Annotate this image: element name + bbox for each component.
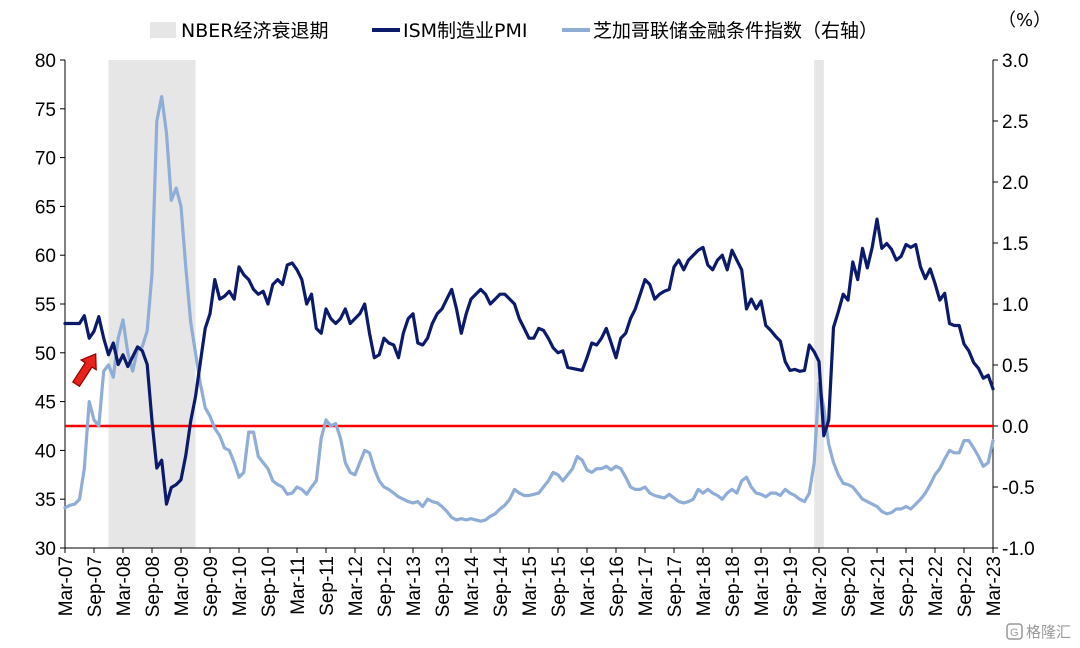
x-tick-label: Sep-16 — [607, 556, 628, 617]
left-tick-label: 50 — [35, 344, 56, 365]
legend-label-recession: NBER经济衰退期 — [181, 20, 328, 42]
left-tick-label: 60 — [35, 246, 56, 267]
left-tick-label: 65 — [35, 197, 56, 218]
legend: NBER经济衰退期 ISM制造业PMI 芝加哥联储金融条件指数（右轴） — [150, 20, 878, 42]
recession-bands — [108, 60, 824, 548]
series-line-nfci — [63, 95, 995, 523]
annotation-arrow — [71, 353, 97, 388]
right-tick-label: 2.0 — [1002, 173, 1028, 194]
right-tick-label: 2.5 — [1002, 112, 1028, 133]
left-tick-label: 45 — [35, 393, 56, 414]
x-tick-label: Mar-14 — [462, 556, 483, 617]
legend-label-nfci: 芝加哥联储金融条件指数（右轴） — [593, 20, 878, 42]
left-tick-label: 35 — [35, 490, 56, 511]
left-tick-label: 30 — [35, 539, 56, 560]
recession-band-1 — [814, 60, 824, 548]
x-tick-label: Mar-13 — [404, 556, 425, 616]
x-tick-label: Sep-10 — [259, 556, 280, 617]
x-tick-label: Mar-11 — [288, 556, 309, 615]
left-tick-label: 70 — [35, 149, 56, 170]
left-tick-label: 55 — [35, 295, 56, 316]
left-tick-label: 75 — [35, 100, 56, 121]
x-tick-label: Mar-16 — [578, 556, 599, 616]
right-tick-label: 0.0 — [1002, 417, 1028, 438]
x-tick-label: Sep-13 — [433, 556, 454, 617]
x-tick-label: Sep-21 — [897, 556, 918, 617]
x-tick-label: Mar-09 — [172, 556, 193, 616]
x-tick-label: Mar-21 — [868, 556, 889, 616]
right-tick-label: 1.0 — [1002, 295, 1028, 316]
x-tick-label: Sep-14 — [491, 556, 512, 618]
x-tick-label: Sep-22 — [955, 556, 976, 617]
watermark-text: 格隆汇 — [1026, 623, 1071, 641]
x-tick-label: Mar-10 — [230, 556, 251, 616]
x-tick-label: Mar-18 — [694, 556, 715, 616]
watermark-logo-icon — [1006, 623, 1023, 640]
x-tick-label: Mar-17 — [636, 556, 657, 616]
right-tick-label: -0.5 — [1002, 478, 1035, 499]
x-tick-label: Mar-08 — [114, 556, 135, 616]
right-tick-label: -1.0 — [1002, 539, 1035, 560]
legend-label-pmi: ISM制造业PMI — [403, 20, 528, 42]
left-tick-label: 40 — [35, 441, 56, 462]
x-tick-label: Mar-20 — [810, 556, 831, 616]
x-tick-label: Sep-09 — [201, 556, 222, 617]
annotation-layer — [71, 353, 97, 388]
x-tick-label: Sep-18 — [723, 556, 744, 617]
left-tick-label: 80 — [35, 51, 56, 72]
x-tick-label: Sep-17 — [665, 556, 686, 617]
right-tick-label: 3.0 — [1002, 51, 1028, 72]
x-tick-label: Mar-12 — [346, 556, 367, 616]
x-tick-label: Mar-22 — [926, 556, 947, 616]
series-layer — [63, 95, 995, 523]
x-tick-label: Sep-11 — [317, 556, 338, 616]
x-tick-label: Sep-07 — [85, 556, 106, 617]
watermark: G 格隆汇 — [1006, 623, 1071, 641]
series-line-pmi — [63, 217, 995, 506]
x-tick-label: Mar-19 — [752, 556, 773, 616]
axes: 80 75 70 65 60 55 50 45 40 35 30 3.0 2.5 2.0 1.5 1.0 0.5… — [35, 51, 1035, 617]
x-tick-label: Sep-12 — [375, 556, 396, 617]
right-axis-unit: （%） — [998, 10, 1051, 31]
right-tick-label: 0.5 — [1002, 356, 1028, 377]
x-tick-label: Sep-19 — [781, 556, 802, 617]
x-tick-label: Sep-15 — [549, 556, 570, 617]
watermark-logo-glyph: G — [1010, 627, 1019, 639]
x-tick-label: Sep-20 — [839, 556, 860, 617]
x-tick-label: Mar-23 — [984, 556, 1005, 616]
legend-swatch-recession — [150, 22, 176, 38]
x-tick-label: Mar-07 — [56, 556, 77, 616]
x-tick-label: Mar-15 — [520, 556, 541, 616]
recession-band-0 — [108, 60, 196, 548]
right-tick-label: 1.5 — [1002, 234, 1028, 255]
x-tick-label: Sep-08 — [143, 556, 164, 617]
